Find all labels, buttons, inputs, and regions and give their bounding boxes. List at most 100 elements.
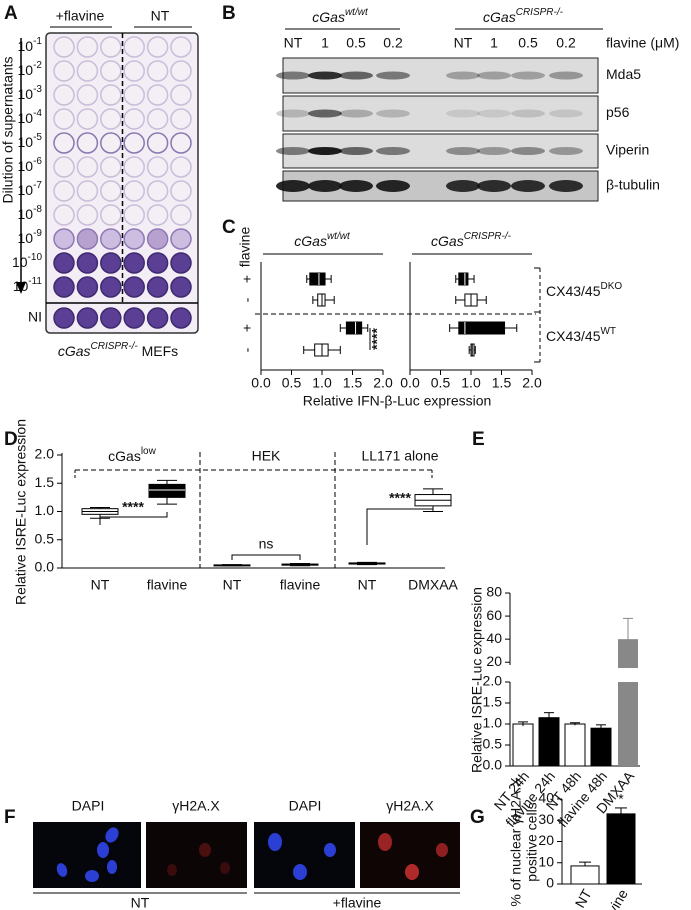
well xyxy=(53,252,75,274)
well xyxy=(100,108,122,130)
well xyxy=(100,204,122,226)
well xyxy=(100,36,122,58)
nucleus xyxy=(324,843,336,857)
well xyxy=(170,204,192,226)
well xyxy=(123,36,145,58)
group-label: CX43/45WT xyxy=(546,326,616,344)
nucleus xyxy=(107,860,117,874)
band xyxy=(308,180,342,192)
well xyxy=(53,132,75,154)
x-tick-label: flavine xyxy=(147,577,188,593)
band xyxy=(276,109,310,118)
well xyxy=(123,276,145,298)
band xyxy=(549,147,583,155)
band xyxy=(477,147,511,155)
y-axis-label: positive cells xyxy=(524,802,540,881)
well xyxy=(53,84,75,106)
significance-bracket xyxy=(99,512,168,525)
group-label-sup: wt/wt xyxy=(345,7,369,18)
well xyxy=(170,228,192,250)
band xyxy=(511,109,545,118)
stain-label: DAPI xyxy=(72,798,105,814)
well xyxy=(100,307,122,329)
x-tick-label: NT xyxy=(91,577,110,593)
significance-bracket xyxy=(366,508,434,545)
well xyxy=(123,228,145,250)
band xyxy=(376,180,410,192)
stain-label: γH2A.X xyxy=(386,798,434,814)
band xyxy=(477,71,511,80)
well xyxy=(76,156,99,178)
well xyxy=(100,60,122,82)
well xyxy=(100,180,122,202)
condition-label: +flavine xyxy=(333,895,382,910)
nucleus xyxy=(220,862,230,874)
row-label-base: 10 xyxy=(18,86,34,102)
band xyxy=(308,109,342,118)
well xyxy=(123,132,145,154)
category-label: - xyxy=(239,297,255,302)
y-tick-label: 40 xyxy=(486,630,502,646)
well xyxy=(146,132,169,154)
group-label: LL171 alone xyxy=(361,448,438,464)
panel-label: B xyxy=(222,3,236,24)
annotation: * xyxy=(618,791,624,807)
well xyxy=(170,307,192,329)
lane-label: NT xyxy=(284,35,303,51)
row-label-sup: -4 xyxy=(33,108,42,119)
group-label: cGaswt/wt xyxy=(312,7,369,25)
well xyxy=(170,132,192,154)
group-label-base: cGas xyxy=(108,448,141,464)
band xyxy=(477,180,511,192)
panel-label: C xyxy=(222,217,236,238)
row-label-sup: -8 xyxy=(33,204,42,215)
well xyxy=(76,36,99,58)
group-label-sup: DKO xyxy=(600,281,622,292)
well xyxy=(53,204,75,226)
well xyxy=(76,180,99,202)
bar xyxy=(618,682,638,766)
nucleus xyxy=(405,864,419,880)
band xyxy=(276,71,310,80)
x-tick-label: 2.0 xyxy=(373,375,393,391)
panel-label: G xyxy=(470,807,485,828)
axis-label: Dilution of supernatants xyxy=(0,56,16,203)
row-label-sup: -11 xyxy=(28,276,42,287)
category-label: + xyxy=(239,324,255,332)
y-tick-label: 40 xyxy=(538,790,554,806)
lane-axis-label: flavine (μM) xyxy=(606,35,679,51)
well xyxy=(170,60,192,82)
group-label-sup: CRISPR-/- xyxy=(516,7,564,18)
band xyxy=(511,180,545,192)
well xyxy=(146,204,169,226)
well xyxy=(76,60,99,82)
chart-title-base: cGas xyxy=(431,233,464,249)
y-axis-label: % of nuclear γH2A.X xyxy=(508,777,524,907)
well xyxy=(146,60,169,82)
x-tick-label: 0.0 xyxy=(251,375,271,391)
well xyxy=(76,252,99,274)
caption-rest: MEFs xyxy=(138,343,178,359)
well xyxy=(146,276,169,298)
band xyxy=(339,109,373,118)
box xyxy=(314,343,329,357)
y-tick-label: 1.0 xyxy=(35,502,55,518)
stain-label: DAPI xyxy=(289,798,322,814)
well xyxy=(123,180,145,202)
well xyxy=(170,252,192,274)
band xyxy=(339,147,373,155)
well xyxy=(100,228,122,250)
box xyxy=(317,293,326,307)
image-h2ax-nt xyxy=(146,822,247,888)
nucleus xyxy=(85,870,99,882)
well xyxy=(170,156,192,178)
well xyxy=(100,252,122,274)
band xyxy=(549,71,583,80)
bar xyxy=(512,723,534,767)
well xyxy=(53,276,75,298)
annotation: ns xyxy=(259,536,274,552)
x-tick-label: 2.0 xyxy=(522,375,542,391)
y-tick-label: 0 xyxy=(546,875,554,891)
protein-label: Mda5 xyxy=(606,66,641,82)
